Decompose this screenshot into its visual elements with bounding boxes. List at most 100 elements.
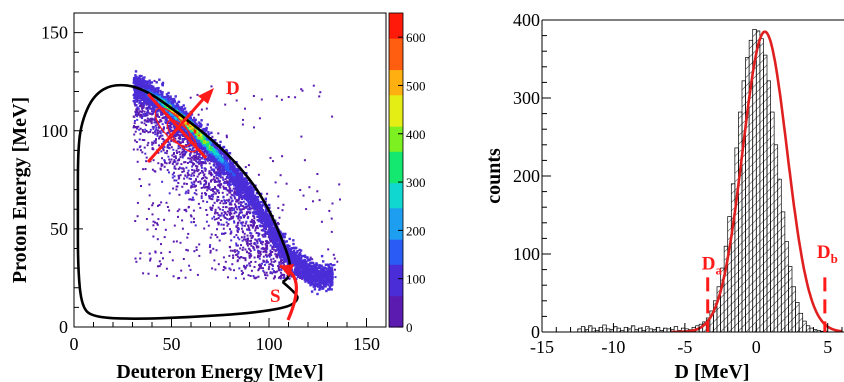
heatmap-cell (306, 257, 309, 260)
heatmap-cell (214, 166, 218, 169)
heatmap-cell (199, 172, 202, 174)
heatmap-cell (330, 267, 333, 271)
heatmap-cell (200, 119, 203, 122)
heatmap-cell (133, 120, 136, 122)
heatmap-cell (193, 116, 196, 119)
heatmap-cell (183, 149, 186, 152)
heatmap-cell (250, 183, 253, 186)
heatmap-cell (269, 236, 273, 239)
heatmap-cell (332, 253, 335, 256)
heatmap-cell (261, 243, 264, 246)
heatmap-cell (308, 186, 311, 189)
heatmap-cell (155, 87, 158, 90)
heatmap-cell (160, 150, 163, 153)
heatmap-cell (190, 159, 193, 162)
heatmap-cell (219, 202, 222, 205)
heatmap-cell (226, 189, 229, 192)
heatmap-cell (183, 150, 186, 153)
heatmap-cell (237, 252, 240, 255)
heatmap-cell (253, 276, 256, 279)
heatmap-cell (241, 205, 244, 208)
heatmap-cell (249, 275, 252, 277)
heatmap-cell (264, 209, 268, 212)
heatmap-cell (222, 196, 225, 199)
heatmap-cell (221, 209, 224, 211)
heatmap-cell (137, 76, 141, 79)
heatmap-cell (234, 184, 237, 187)
heatmap-cell (181, 170, 184, 173)
heatmap-cell (135, 97, 137, 100)
heatmap-cell (151, 143, 154, 146)
heatmap-cell (233, 249, 236, 252)
heatmap-cell (190, 221, 193, 224)
heatmap-cell (222, 173, 225, 176)
heatmap-cell (177, 134, 180, 136)
heatmap-cell (167, 131, 170, 134)
heatmap-cell (149, 118, 152, 121)
heatmap-cell (197, 125, 201, 128)
heatmap-cell (157, 126, 160, 129)
heatmap-cell (245, 189, 249, 192)
heatmap-cell (172, 153, 175, 155)
heatmap-cell (208, 170, 211, 173)
heatmap-cell (260, 98, 263, 101)
heatmap-cell (244, 177, 247, 180)
heatmap-cell (238, 257, 241, 260)
heatmap-cell (260, 240, 263, 243)
heatmap-cell (132, 126, 135, 129)
heatmap-cell (149, 259, 152, 262)
heatmap-cell (259, 225, 262, 228)
heatmap-cell (188, 177, 191, 180)
heatmap-cell (227, 223, 230, 225)
heatmap-cell (197, 133, 200, 136)
heatmap-cell (165, 116, 168, 120)
heatmap-cell (144, 97, 148, 100)
heatmap-cell (264, 240, 267, 243)
heatmap-cell (219, 157, 222, 160)
heatmap-cell (145, 130, 148, 132)
heatmap-cell (223, 161, 226, 164)
heatmap-cell (279, 231, 282, 234)
heatmap-cell (316, 190, 319, 193)
heatmap-cell (281, 155, 284, 158)
heatmap-cell (216, 190, 219, 193)
heatmap-cell (228, 212, 231, 215)
heatmap-cell (173, 171, 175, 174)
heatmap-cell (163, 159, 166, 162)
heatmap-cell (161, 180, 164, 183)
heatmap-cell (229, 211, 232, 214)
heatmap-cell (228, 185, 231, 188)
heatmap-cell (211, 217, 214, 220)
heatmap-cell (152, 202, 155, 205)
heatmap-cell (247, 164, 250, 167)
heatmap-cell (276, 221, 279, 224)
heatmap-cell (328, 268, 331, 271)
heatmap-cell (153, 79, 156, 82)
heatmap-cell (266, 210, 269, 213)
heatmap-cell (165, 201, 168, 204)
heatmap-cell (316, 267, 319, 271)
heatmap-cell (175, 179, 178, 182)
heatmap-cell (294, 269, 297, 272)
heatmap-cell (157, 132, 160, 134)
heatmap-cell (250, 232, 253, 235)
heatmap-cell (233, 207, 236, 210)
heatmap-cell (248, 243, 251, 246)
heatmap-cell (186, 249, 189, 252)
heatmap-cell (238, 219, 241, 222)
heatmap-cell (168, 251, 171, 254)
heatmap-cell (225, 150, 229, 153)
heatmap-cell (142, 98, 145, 101)
heatmap-cell (192, 198, 195, 201)
heatmap-cell (256, 212, 260, 216)
heatmap-cell (230, 203, 233, 206)
heatmap-cell (151, 148, 154, 150)
heatmap-cell (141, 102, 144, 105)
heatmap-cell (241, 208, 244, 211)
heatmap-cell (156, 93, 159, 97)
heatmap-cell (281, 209, 284, 212)
heatmap-cell (277, 265, 280, 267)
heatmap-cell (244, 205, 247, 208)
heatmap-cell (312, 84, 315, 87)
heatmap-cell (150, 110, 153, 113)
